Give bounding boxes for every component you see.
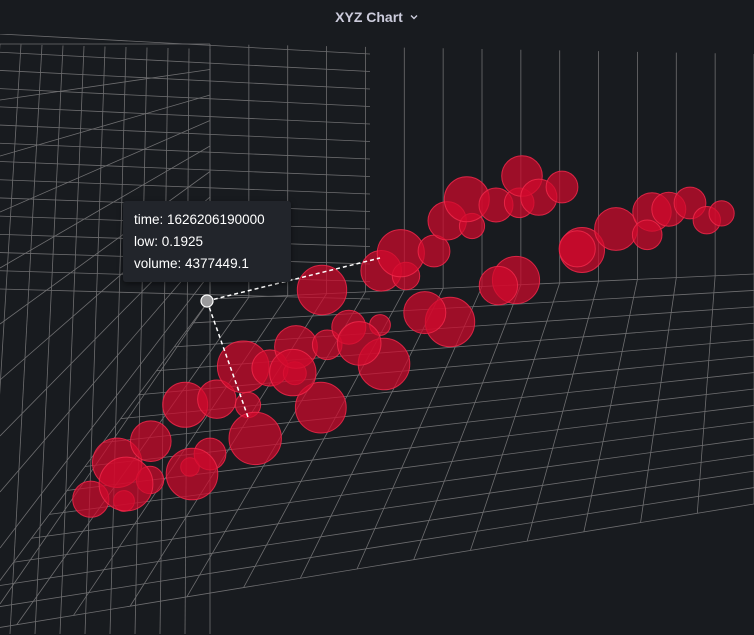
grid-line — [34, 45, 64, 635]
data-point[interactable] — [197, 379, 237, 419]
hover-crosshair — [200, 257, 381, 418]
data-point[interactable] — [165, 447, 219, 501]
grid-line — [583, 279, 638, 532]
data-point[interactable] — [708, 200, 735, 227]
scatter-points — [72, 155, 735, 518]
panel-title: XYZ Chart — [335, 9, 403, 25]
grid-line — [134, 47, 148, 635]
xyz-scatter-plot[interactable] — [0, 34, 754, 635]
panel-header: XYZ Chart — [0, 0, 754, 34]
grid-line — [109, 46, 127, 635]
grid-line — [0, 69, 211, 101]
grid-line — [526, 281, 599, 542]
data-point[interactable] — [376, 229, 425, 278]
data-point[interactable] — [594, 207, 638, 251]
chevron-down-icon — [410, 15, 418, 20]
data-point[interactable] — [478, 265, 519, 306]
hover-tooltip: time: 1626206190000 low: 0.1925 volume: … — [123, 201, 291, 282]
grid-line — [84, 46, 106, 635]
data-point[interactable] — [130, 420, 172, 463]
grid-line — [0, 503, 754, 628]
grid-line — [0, 120, 211, 213]
data-point[interactable] — [631, 219, 663, 251]
data-point[interactable] — [98, 456, 154, 512]
grid-line — [640, 277, 677, 523]
crosshair-line-x — [206, 257, 381, 302]
grid-line — [0, 171, 211, 325]
grid-line — [470, 282, 561, 551]
tooltip-low: low: 0.1925 — [134, 234, 204, 249]
grid-line — [0, 273, 211, 549]
grid-line — [0, 470, 754, 586]
grid-line — [49, 421, 754, 515]
grid-line — [31, 437, 754, 539]
grid-line — [413, 284, 522, 560]
data-point[interactable] — [228, 411, 282, 466]
grid-line — [696, 275, 716, 514]
hovered-point[interactable] — [200, 294, 214, 308]
data-point[interactable] — [269, 348, 317, 397]
grid-line — [159, 47, 169, 635]
tooltip-volume: volume: 4377449.1 — [134, 256, 249, 271]
grid-line — [9, 44, 43, 635]
grid-line — [0, 161, 371, 177]
grid-line — [0, 142, 371, 160]
grid-line — [0, 94, 211, 157]
data-point[interactable] — [296, 264, 348, 316]
data-point[interactable] — [336, 321, 382, 366]
data-point[interactable] — [294, 381, 347, 434]
grid-line — [0, 179, 371, 195]
panel-title-menu[interactable]: XYZ Chart — [335, 9, 419, 25]
grid-line — [0, 88, 371, 107]
grid-line — [0, 106, 371, 125]
grid-line — [0, 247, 211, 493]
grid-line — [0, 44, 22, 395]
grid-line — [59, 45, 85, 635]
tooltip-time: time: 1626206190000 — [134, 212, 265, 227]
data-point[interactable] — [545, 170, 579, 204]
grid-line — [184, 48, 190, 635]
grid-line — [0, 51, 371, 72]
grid-line — [0, 145, 211, 269]
data-point[interactable] — [558, 230, 596, 268]
grid-line — [0, 124, 371, 142]
grid-line — [0, 487, 754, 607]
data-point[interactable] — [403, 291, 447, 335]
